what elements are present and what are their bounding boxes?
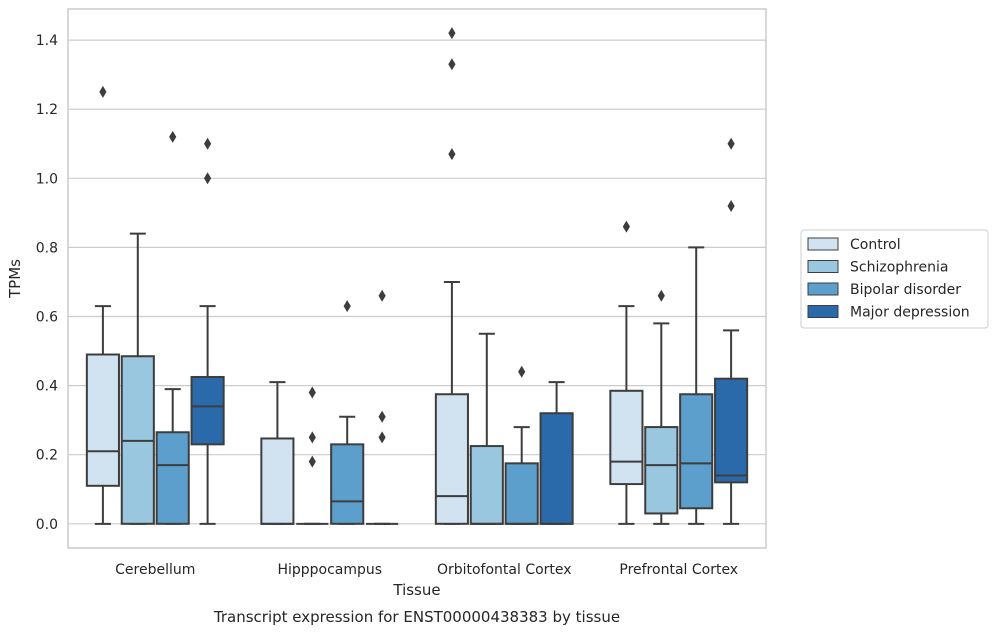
outlier-marker <box>448 58 456 71</box>
box-0-1 <box>120 232 155 525</box>
box-body <box>539 412 574 525</box>
outlier-marker <box>448 148 456 161</box>
outlier-marker <box>308 431 316 444</box>
legend-item: Major depression <box>807 305 970 321</box>
legend-label: Bipolar disorder <box>850 282 961 298</box>
y-axis-label: TPMs <box>6 259 24 299</box>
box-0-3 <box>190 137 225 525</box>
box-3-3 <box>714 137 749 525</box>
legend-label: Schizophrenia <box>850 260 948 276</box>
box-body <box>644 426 679 515</box>
outlier-marker <box>343 300 351 313</box>
outlier-marker <box>308 455 316 468</box>
box-body <box>260 437 295 525</box>
outlier-marker <box>204 172 212 185</box>
y-tick-labels: 0.0 0.2 0.4 0.6 0.8 1.0 1.2 1.4 <box>36 33 58 533</box>
box-series <box>85 27 749 525</box>
x-tick-labels: Cerebellum Hipppocampus Orbitofontal Corte… <box>115 562 738 578</box>
outlier-marker <box>169 130 177 143</box>
x-tick-label: Hipppocampus <box>277 562 382 578</box>
outlier-marker <box>99 85 107 98</box>
box-1-2 <box>330 300 365 525</box>
y-tick-label: 0.0 <box>36 517 58 533</box>
box-body <box>504 462 539 525</box>
y-tick-label: 0.2 <box>36 448 58 464</box>
x-tick-label: Prefrontal Cortex <box>619 562 738 578</box>
box-body <box>155 431 190 525</box>
box-body <box>85 353 120 487</box>
outlier-marker <box>622 220 630 233</box>
legend-frame <box>800 229 989 329</box>
y-tick-label: 0.8 <box>36 240 58 256</box>
y-tick-label: 0.6 <box>36 310 58 326</box>
plot-frame <box>67 8 767 549</box>
outlier-marker <box>308 386 316 399</box>
x-axis-label: Tissue <box>392 581 440 599</box>
box-body <box>469 445 504 525</box>
x-tick-label: Cerebellum <box>115 562 195 578</box>
box-2-1 <box>469 332 504 525</box>
box-2-2 <box>504 365 539 525</box>
legend-item: Control <box>807 237 901 253</box>
legend-label: Major depression <box>850 305 970 321</box>
y-tick-label: 1.2 <box>36 102 58 118</box>
box-body <box>434 393 469 525</box>
x-tick-label: Orbitofontal Cortex <box>437 562 572 578</box>
box-1-3 <box>366 289 399 525</box>
legend-item: Bipolar disorder <box>807 282 961 298</box>
legend: Control Schizophrenia Bipolar disorder Majo… <box>800 229 989 329</box>
outlier-marker <box>378 431 386 444</box>
legend-swatch <box>807 260 839 273</box>
outlier-marker <box>727 137 735 150</box>
box-body <box>190 375 225 446</box>
outlier-marker <box>378 289 386 302</box>
outlier-marker <box>378 410 386 423</box>
legend-label: Control <box>850 237 901 253</box>
y-tick-label: 1.0 <box>36 171 58 187</box>
box-0-2 <box>155 130 190 525</box>
box-3-2 <box>679 246 714 525</box>
legend-swatch <box>807 237 839 251</box>
y-tick-label: 0.4 <box>36 379 58 395</box>
outlier-marker <box>518 365 526 378</box>
box-3-1 <box>644 289 679 525</box>
legend-swatch <box>807 282 839 296</box>
box-2-3 <box>539 381 574 525</box>
outlier-marker <box>448 27 456 40</box>
legend-swatch <box>807 305 839 318</box>
box-body <box>714 377 749 484</box>
outlier-marker <box>727 199 735 212</box>
legend-item: Schizophrenia <box>807 260 948 276</box>
box-3-0 <box>609 220 644 525</box>
outlier-marker <box>204 137 212 150</box>
box-body <box>679 393 714 510</box>
box-body <box>609 389 644 486</box>
outlier-marker <box>657 289 665 302</box>
box-1-0 <box>260 381 295 525</box>
y-tick-label: 1.4 <box>36 33 58 49</box>
legend-items: Control Schizophrenia Bipolar disorder Majo… <box>807 237 970 321</box>
box-body <box>330 443 365 525</box>
box-1-1 <box>296 386 329 525</box>
box-0-0 <box>85 85 120 525</box>
chart-caption: Transcript expression for ENST0000043838… <box>213 608 620 626</box>
box-2-0 <box>434 27 469 525</box>
